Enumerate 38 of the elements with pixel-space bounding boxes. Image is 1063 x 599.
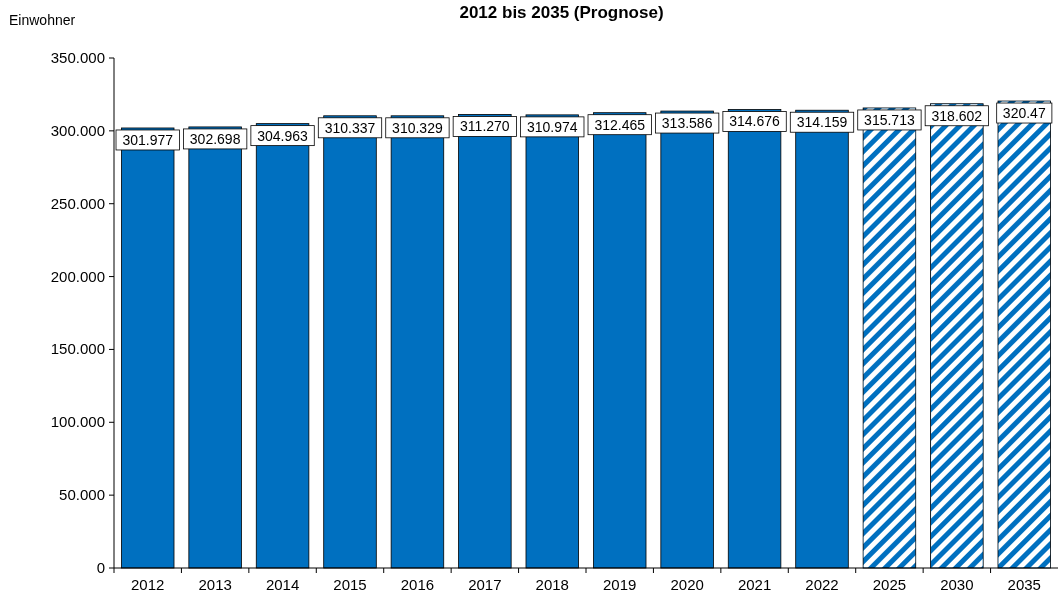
x-tick-label: 2022 (805, 576, 839, 593)
x-tick-label: 2015 (333, 576, 367, 593)
x-tick-label: 2018 (535, 576, 569, 593)
x-tick-label: 2012 (131, 576, 165, 593)
data-label: 318.602 (931, 107, 983, 124)
data-label: 310.974 (526, 118, 578, 135)
data-label: 312.465 (594, 116, 646, 133)
y-tick-label: 200.000 (50, 267, 105, 285)
data-label: 310.337 (324, 119, 376, 136)
data-label: 311.270 (460, 118, 510, 135)
x-tick-label: 2017 (468, 576, 502, 593)
y-tick-label: 0 (96, 559, 105, 576)
data-label: 314.159 (796, 114, 848, 131)
data-label: 302.698 (189, 130, 241, 147)
x-tick-label: 2014 (265, 576, 300, 593)
y-tick-label: 100.000 (50, 413, 105, 431)
chart-title: 2012 bis 2035 (Prognose) (459, 3, 664, 22)
y-tick-label: 300.000 (50, 121, 105, 139)
x-tick-label: 2016 (400, 576, 435, 593)
x-tick-label: 2025 (872, 576, 907, 593)
y-tick-label: 150.000 (50, 340, 105, 358)
data-label: 310.329 (392, 119, 443, 136)
y-tick-label: 250.000 (50, 194, 105, 212)
data-label: 320.47 (1002, 105, 1046, 122)
data-label: 315.713 (864, 111, 915, 128)
y-tick-label: 50.000 (59, 486, 105, 504)
x-tick-label: 2020 (670, 576, 704, 593)
data-label: 313.586 (661, 115, 713, 132)
x-tick-label: 2019 (603, 576, 637, 593)
x-tick-label: 2030 (940, 576, 974, 593)
data-label: 314.676 (729, 113, 781, 130)
x-tick-label: 2021 (737, 576, 772, 593)
x-tick-label: 2013 (198, 576, 232, 593)
x-tick-label: 2035 (1007, 576, 1041, 593)
y-axis-title: Einwohner (9, 12, 76, 28)
data-label: 301.977 (122, 131, 174, 148)
y-tick-label: 350.000 (50, 49, 105, 66)
data-label: 304.963 (257, 127, 309, 144)
